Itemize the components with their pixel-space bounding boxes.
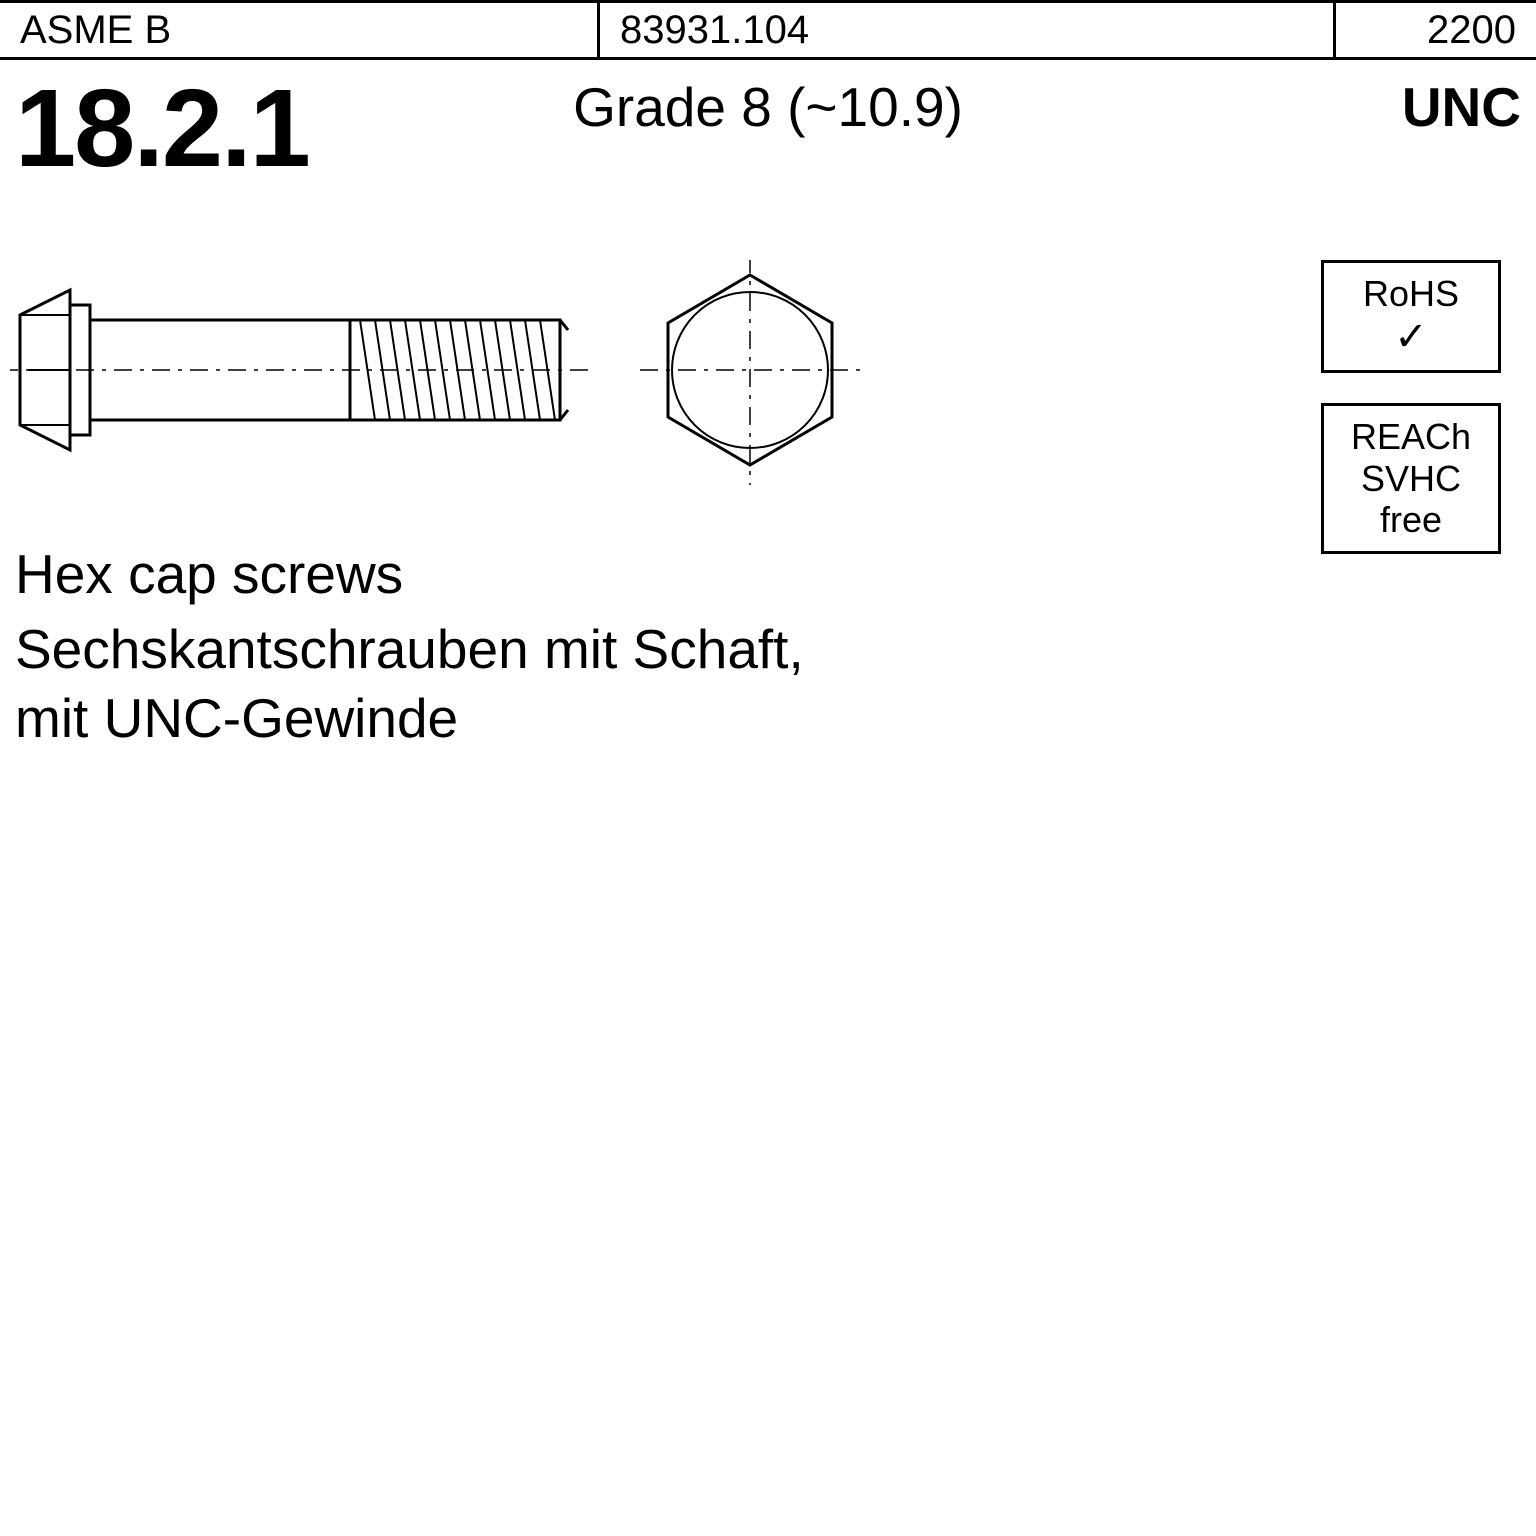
title-row: 18.2.1 Grade 8 (~10.9) UNC — [0, 65, 1536, 175]
description-block: Hex cap screws Sechskantschrauben mit Sc… — [15, 540, 804, 752]
description-en: Hex cap screws — [15, 540, 804, 609]
thread-type: UNC — [1402, 75, 1521, 139]
description-de-line2: mit UNC-Gewinde — [15, 684, 804, 753]
screw-svg — [10, 260, 910, 500]
header-strip: ASME B 83931.104 2200 — [0, 0, 1536, 60]
compliance-badges: RoHS ✓ REACh SVHC free — [1321, 260, 1521, 584]
grade-label: Grade 8 (~10.9) — [0, 75, 1536, 139]
rohs-label: RoHS — [1363, 273, 1459, 314]
description-de-line1: Sechskantschrauben mit Schaft, — [15, 615, 804, 684]
reach-line2: SVHC — [1324, 458, 1498, 499]
rohs-badge: RoHS ✓ — [1321, 260, 1501, 373]
reach-line3: free — [1324, 499, 1498, 540]
screw-diagram — [10, 260, 910, 500]
reach-line1: REACh — [1324, 416, 1498, 457]
reach-badge: REACh SVHC free — [1321, 403, 1501, 553]
header-article-number: 83931.104 — [600, 3, 1336, 57]
rohs-check-icon: ✓ — [1324, 314, 1498, 360]
header-standard-org: ASME B — [0, 3, 600, 57]
header-page-code: 2200 — [1336, 3, 1536, 57]
